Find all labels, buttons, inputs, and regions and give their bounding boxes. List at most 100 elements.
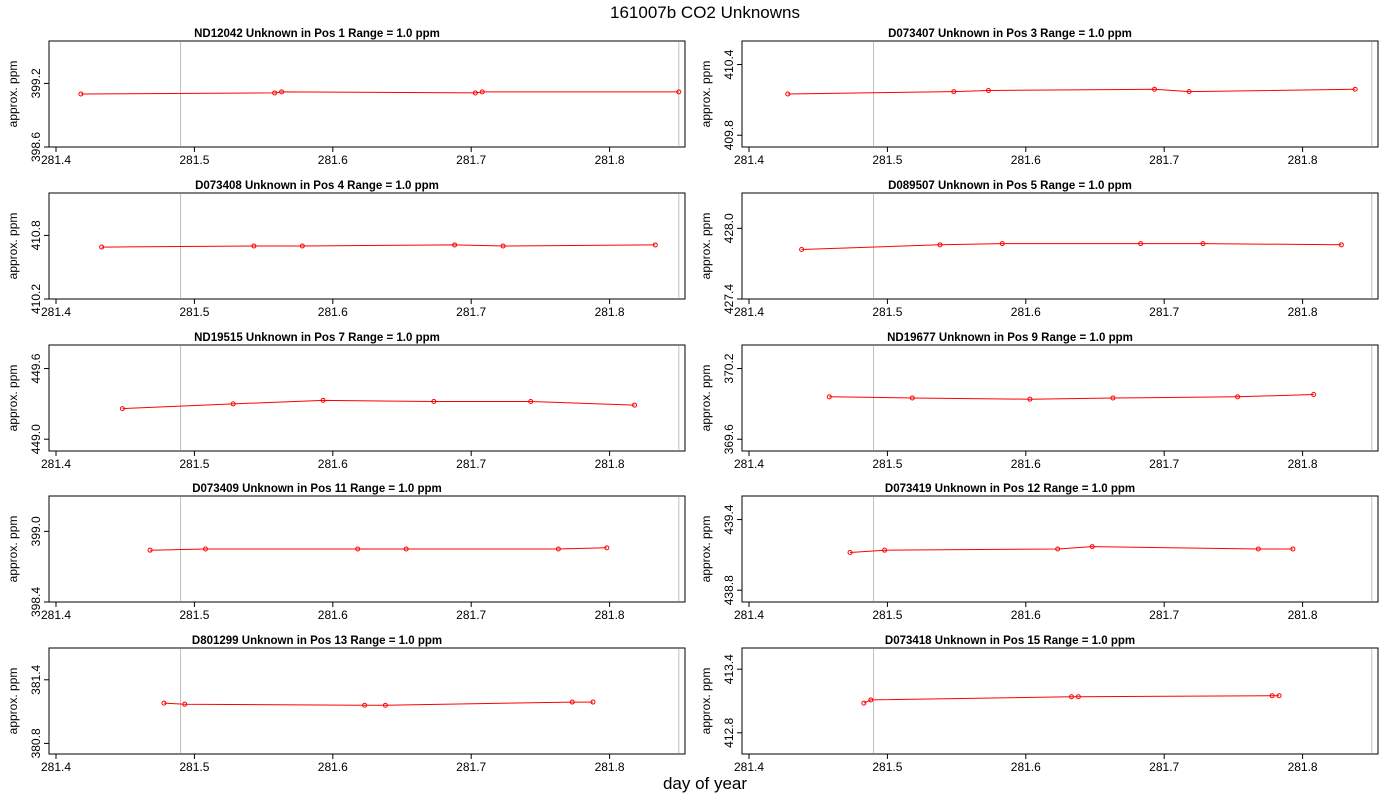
series-line: [101, 244, 656, 248]
plot-frame: [741, 40, 1379, 148]
series-line: [150, 547, 607, 551]
y-tick-label: 410.2: [29, 284, 43, 314]
data-point: [161, 700, 167, 706]
x-tick-label: 281.5: [872, 153, 902, 167]
data-point: [182, 701, 188, 707]
x-tick-label: 281.7: [1149, 153, 1179, 167]
data-point: [279, 89, 285, 95]
data-point: [826, 394, 832, 400]
series-line: [849, 546, 1293, 553]
data-point: [590, 699, 596, 705]
data-point: [382, 702, 388, 708]
x-tick-label: 281.8: [595, 760, 625, 774]
x-tick-label: 281.4: [734, 608, 764, 622]
panel-4: D089507 Unknown in Pos 5 Range = 1.0 ppm…: [699, 180, 1379, 319]
x-tick-label: 281.8: [1288, 153, 1318, 167]
x-tick-label: 281.6: [318, 457, 348, 471]
x-tick-label: 281.5: [872, 608, 902, 622]
y-tick-label: 370.2: [722, 353, 736, 383]
y-axis-label: approx. ppm: [6, 365, 20, 432]
y-axis-label: approx. ppm: [699, 516, 713, 583]
data-point: [362, 702, 368, 708]
data-point: [1200, 241, 1206, 247]
data-point: [272, 90, 278, 96]
data-point: [652, 242, 658, 248]
series-line: [122, 399, 635, 410]
x-tick-label: 281.4: [734, 457, 764, 471]
x-tick-label: 281.7: [456, 608, 486, 622]
x-tick-label: 281.4: [734, 305, 764, 319]
data-point: [78, 91, 84, 97]
data-point: [431, 399, 437, 405]
x-tick-label: 281.8: [595, 608, 625, 622]
data-point: [909, 395, 915, 401]
y-tick-label: 380.8: [29, 728, 43, 758]
x-tick-label: 281.7: [1149, 760, 1179, 774]
panel-3: D073408 Unknown in Pos 4 Range = 1.0 ppm…: [6, 180, 686, 319]
data-point: [99, 244, 105, 250]
x-tick-label: 281.7: [456, 153, 486, 167]
x-tick-label: 281.4: [41, 608, 71, 622]
y-tick-label: 413.4: [722, 654, 736, 684]
panel-title: D073419 Unknown in Pos 12 Range = 1.0 pp…: [885, 483, 1135, 495]
panel-7: D073409 Unknown in Pos 11 Range = 1.0 pp…: [6, 483, 686, 622]
panel-1: ND12042 Unknown in Pos 1 Range = 1.0 ppm…: [6, 28, 686, 167]
data-point: [500, 243, 506, 249]
data-point: [785, 91, 791, 97]
panel-title: ND12042 Unknown in Pos 1 Range = 1.0 ppm: [194, 28, 440, 40]
data-point: [1027, 396, 1033, 402]
data-point: [799, 247, 805, 253]
x-tick-label: 281.6: [318, 760, 348, 774]
y-axis-label: approx. ppm: [6, 516, 20, 583]
y-tick-label: 381.4: [29, 664, 43, 694]
data-point: [676, 89, 682, 95]
x-tick-label: 281.5: [872, 305, 902, 319]
y-tick-label: 449.0: [29, 424, 43, 454]
x-tick-label: 281.4: [41, 305, 71, 319]
x-tick-label: 281.5: [179, 153, 209, 167]
data-point: [569, 699, 575, 705]
y-tick-label: 428.0: [722, 213, 736, 243]
x-tick-label: 281.7: [456, 457, 486, 471]
x-tick-label: 281.6: [1011, 153, 1041, 167]
data-point: [1269, 693, 1275, 699]
panel-title: ND19515 Unknown in Pos 7 Range = 1.0 ppm: [194, 332, 440, 344]
y-axis-label: approx. ppm: [6, 213, 20, 280]
y-tick-label: 439.4: [722, 504, 736, 534]
x-tick-label: 281.4: [41, 153, 71, 167]
x-tick-label: 281.5: [179, 457, 209, 471]
data-point: [299, 243, 305, 249]
y-tick-label: 412.8: [722, 717, 736, 747]
panel-title: D073408 Unknown in Pos 4 Range = 1.0 ppm: [195, 180, 439, 192]
x-tick-label: 281.7: [456, 760, 486, 774]
data-point: [1311, 391, 1317, 397]
data-point: [403, 546, 409, 552]
x-tick-label: 281.6: [318, 608, 348, 622]
data-point: [999, 241, 1005, 247]
data-point: [472, 90, 478, 96]
x-tick-label: 281.8: [595, 153, 625, 167]
panel-title: D073409 Unknown in Pos 11 Range = 1.0 pp…: [192, 483, 442, 495]
data-point: [452, 242, 458, 248]
plot-frame: [741, 192, 1379, 300]
panel-5: ND19515 Unknown in Pos 7 Range = 1.0 ppm…: [6, 332, 686, 471]
data-point: [1068, 694, 1074, 700]
data-point: [230, 401, 236, 407]
panel-title: D073418 Unknown in Pos 15 Range = 1.0 pp…: [885, 635, 1135, 647]
panel-10: D073418 Unknown in Pos 15 Range = 1.0 pp…: [699, 635, 1379, 774]
y-tick-label: 409.8: [722, 120, 736, 150]
x-tick-label: 281.6: [318, 153, 348, 167]
series-line: [787, 88, 1356, 95]
x-tick-label: 281.7: [456, 305, 486, 319]
panel-title: D801299 Unknown in Pos 13 Range = 1.0 pp…: [192, 635, 442, 647]
data-point: [937, 242, 943, 248]
plot-frame: [48, 495, 686, 603]
x-tick-label: 281.8: [1288, 608, 1318, 622]
y-axis-label: approx. ppm: [6, 668, 20, 735]
data-point: [985, 87, 991, 93]
data-point: [147, 547, 153, 553]
data-point: [882, 547, 888, 553]
plot-frame: [48, 647, 686, 755]
x-tick-label: 281.8: [1288, 305, 1318, 319]
